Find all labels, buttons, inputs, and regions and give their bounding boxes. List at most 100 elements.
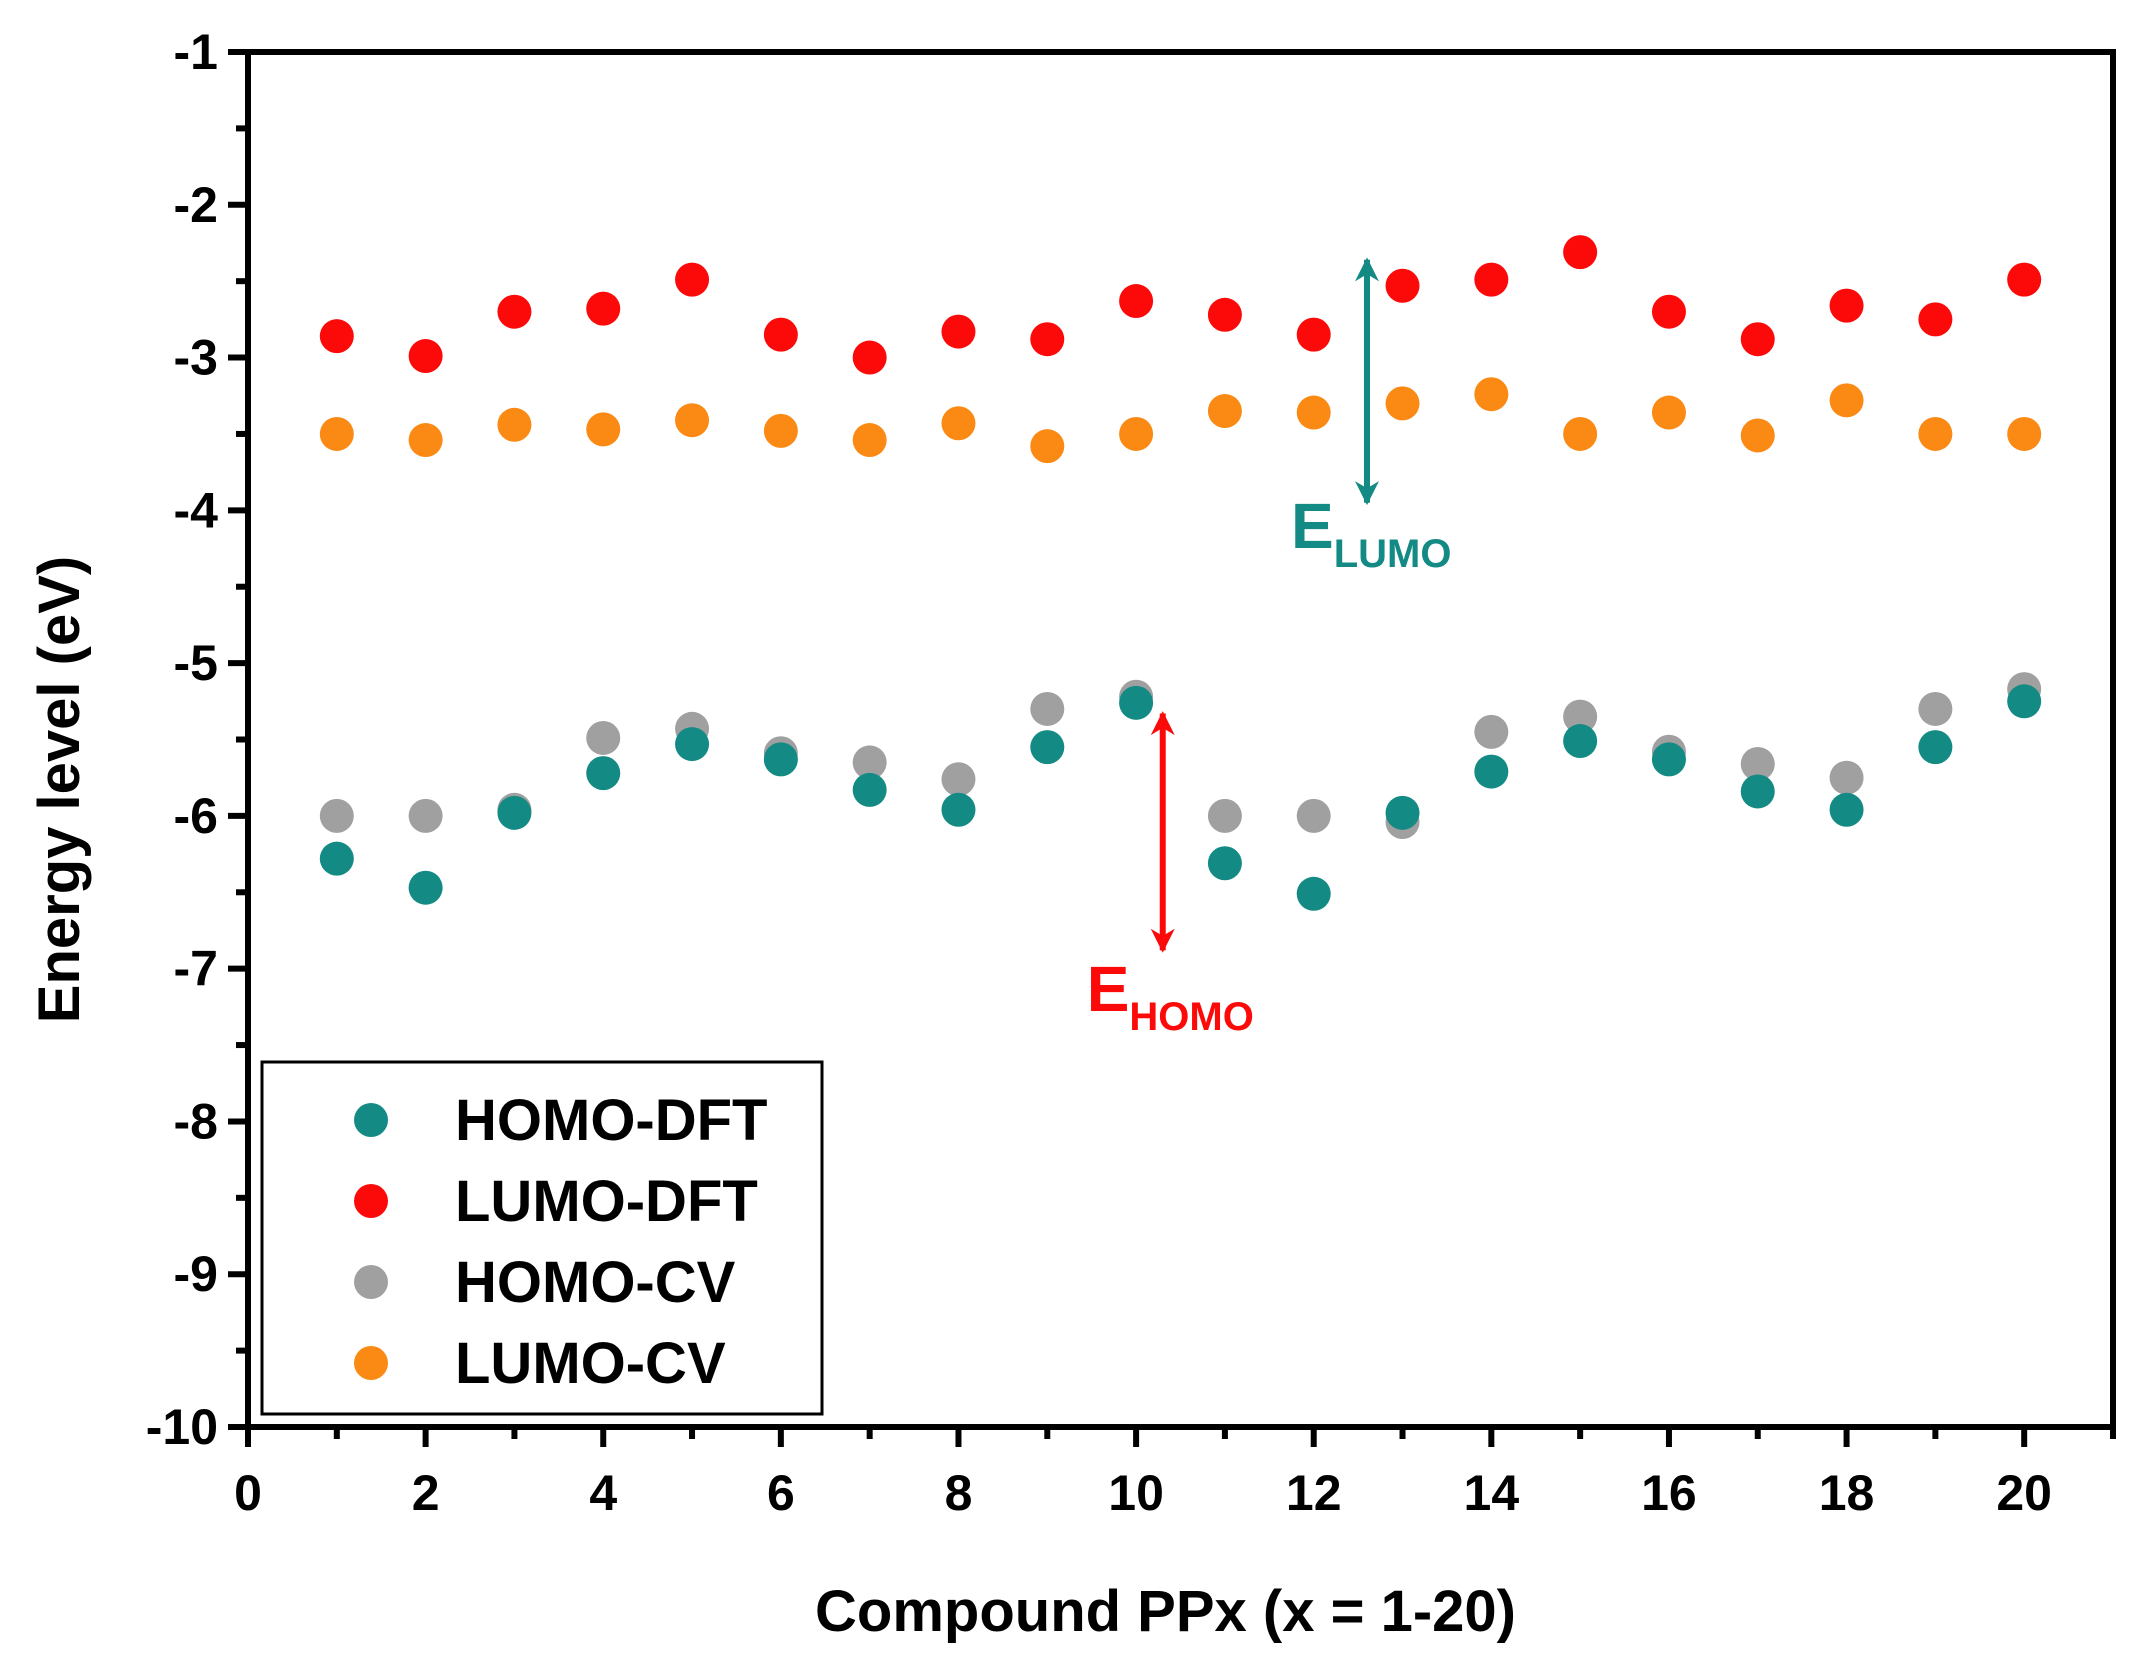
point-lumo-dft [675,262,710,297]
point-lumo-cv [1030,429,1065,464]
y-tick-label: -2 [174,177,218,233]
point-lumo-dft [1651,294,1686,329]
annotation-main: E [1087,953,1130,1025]
point-lumo-dft [1296,317,1331,352]
point-homo-dft [1385,795,1420,830]
series-lumo-dft [319,235,2042,375]
x-tick-label: 12 [1286,1465,1342,1521]
y-axis-ticks: -10 -9 -8 -7 -6 -5 -4 -3 -2 -1 [146,24,248,1455]
point-lumo-dft [408,339,443,374]
point-lumo-cv [2007,416,2042,451]
y-tick-label: -1 [174,24,218,80]
y-tick-label: -3 [174,330,218,386]
point-lumo-dft [2007,262,2042,297]
point-lumo-cv [1740,418,1775,453]
x-tick-label: 20 [1996,1465,2052,1521]
point-homo-cv [319,798,354,833]
y-tick-label: -4 [174,482,219,538]
x-axis-ticks: 0 2 4 6 8 10 12 14 16 18 20 [234,1427,2116,1521]
annotation-subscript: LUMO [1334,532,1452,576]
series-lumo-cv [319,377,2042,464]
point-homo-dft [1030,730,1065,765]
legend-label: HOMO-CV [455,1250,736,1315]
point-homo-dft [1918,730,1953,765]
point-homo-cv [1563,699,1598,734]
point-lumo-dft [1385,268,1420,303]
point-homo-dft [1207,846,1242,881]
legend-marker [354,1265,388,1299]
y-tick-label: -5 [174,635,218,691]
x-tick-label: 16 [1641,1465,1697,1521]
point-lumo-cv [1563,416,1598,451]
point-lumo-dft [497,294,532,329]
point-homo-dft [1829,792,1864,827]
point-homo-cv [1030,691,1065,726]
legend-marker [354,1103,388,1137]
y-tick-label: -7 [174,941,218,997]
point-lumo-dft [852,340,887,375]
homo-arrow-label: EHOMO [1087,953,1254,1039]
point-lumo-cv [1474,377,1509,412]
point-lumo-cv [1918,416,1953,451]
point-homo-cv [941,762,976,797]
point-homo-dft [1296,876,1331,911]
legend-label: LUMO-DFT [455,1169,758,1234]
point-homo-dft [1651,742,1686,777]
point-lumo-cv [1296,395,1331,430]
x-tick-label: 14 [1464,1465,1520,1521]
point-lumo-cv [408,423,443,458]
x-tick-label: 8 [945,1465,973,1521]
point-lumo-cv [941,406,976,441]
point-lumo-dft [1829,288,1864,323]
x-tick-label: 10 [1108,1465,1164,1521]
point-lumo-cv [1207,394,1242,429]
point-lumo-cv [763,413,798,448]
x-tick-label: 0 [234,1465,262,1521]
x-tick-label: 6 [767,1465,795,1521]
plot-frame [245,49,2116,1430]
point-homo-cv [1740,746,1775,781]
point-homo-dft [1740,774,1775,809]
point-lumo-dft [763,317,798,352]
legend-label: LUMO-CV [455,1331,726,1396]
point-homo-dft [1119,685,1154,720]
point-lumo-dft [1740,322,1775,357]
point-lumo-dft [319,319,354,354]
point-lumo-cv [1829,383,1864,418]
point-lumo-cv [1385,386,1420,421]
x-axis-label: Compound PPx (x = 1-20) [815,1579,1516,1644]
point-lumo-cv [586,412,621,447]
point-lumo-dft [1207,297,1242,332]
point-lumo-cv [1119,416,1154,451]
point-homo-dft [2007,684,2042,719]
data-points [319,235,2042,911]
y-tick-label: -8 [174,1093,218,1149]
y-tick-label: -9 [174,1246,218,1302]
legend-label: HOMO-DFT [455,1088,768,1153]
point-homo-dft [319,841,354,876]
point-lumo-dft [1563,235,1598,270]
x-tick-label: 18 [1819,1465,1875,1521]
point-lumo-cv [675,403,710,438]
legend-marker [354,1184,388,1218]
series-homo-cv [319,672,2042,839]
point-homo-dft [1563,724,1598,759]
legend: HOMO-DFT LUMO-DFT HOMO-CV LUMO-CV [260,1060,824,1416]
annotation-subscript: HOMO [1129,995,1253,1039]
point-lumo-dft [1119,284,1154,319]
point-lumo-dft [1030,322,1065,357]
point-homo-dft [763,742,798,777]
series-homo-dft [319,684,2042,911]
point-homo-cv [586,720,621,755]
point-homo-dft [408,870,443,905]
point-lumo-cv [1651,395,1686,430]
point-lumo-dft [941,314,976,349]
point-homo-dft [586,756,621,791]
point-homo-dft [852,772,887,807]
y-tick-label: -6 [174,788,218,844]
x-tick-label: 4 [589,1465,617,1521]
point-homo-cv [1207,798,1242,833]
point-homo-cv [1829,760,1864,795]
point-homo-cv [408,798,443,833]
